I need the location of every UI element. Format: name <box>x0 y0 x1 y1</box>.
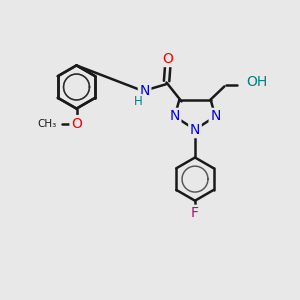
Text: CH₃: CH₃ <box>38 118 57 129</box>
Text: F: F <box>191 206 199 220</box>
Text: N: N <box>169 110 180 123</box>
Text: O: O <box>163 52 173 65</box>
Text: O: O <box>71 117 82 130</box>
Text: N: N <box>190 123 200 136</box>
Text: N: N <box>210 110 220 123</box>
Text: OH: OH <box>246 75 268 89</box>
Text: H: H <box>134 94 142 108</box>
Text: N: N <box>140 84 150 98</box>
